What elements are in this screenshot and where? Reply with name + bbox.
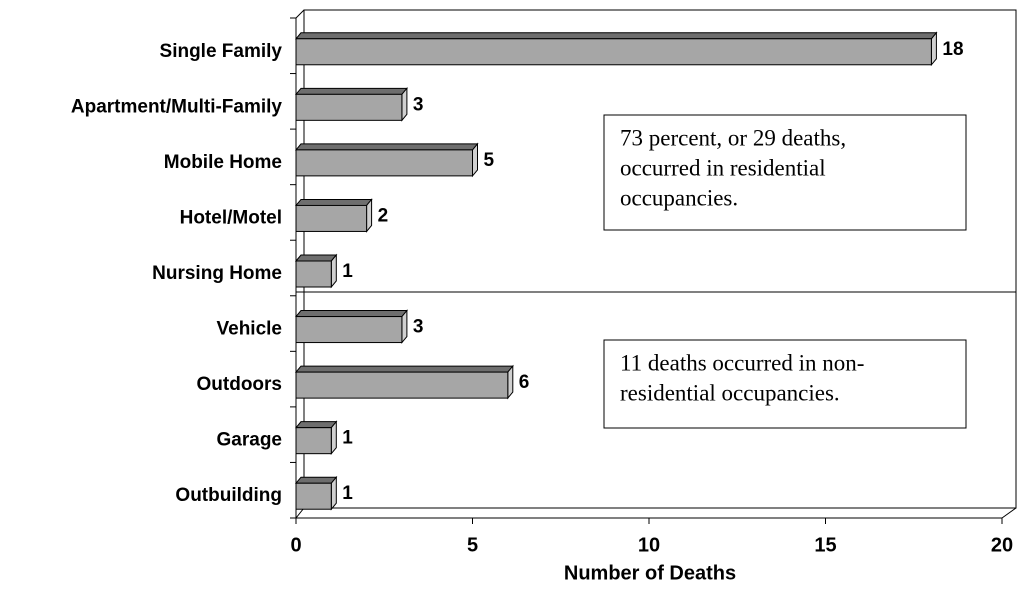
bar [294,475,338,511]
y-tick-label: Mobile Home [164,152,282,173]
bar-top [294,365,514,373]
bar-top [294,254,338,262]
bar-top [294,87,408,95]
bar-top [294,32,938,40]
y-tick-label: Nursing Home [152,263,282,284]
bar-face [295,427,332,455]
data-label: 18 [942,39,963,60]
annotation-box [603,339,967,429]
bar [294,253,338,289]
annotation-text: 73 percent, or 29 deaths, [620,125,846,150]
x-tick-label: 20 [991,534,1013,556]
bar-side [930,31,937,67]
annotation-box [603,114,967,231]
bar-side [366,198,373,233]
bar [294,309,408,344]
y-tick-label: Outdoors [197,374,283,395]
y-tick-label: Outbuilding [175,485,282,506]
annotation-text: occupancies. [620,185,738,210]
x-tick-label: 5 [467,534,478,556]
data-label: 5 [484,150,495,171]
x-tick-label: 15 [814,534,836,556]
annotation-text: 11 deaths occurred in non- [620,350,864,375]
back-wall [303,9,1017,509]
bar-face [295,371,509,399]
bar-face [295,204,368,232]
bar-side [330,475,337,511]
bar-face [295,316,403,344]
y-tick-label: Garage [217,430,282,451]
y-tick-label: Hotel/Motel [180,207,282,228]
data-label: 3 [413,94,424,115]
bar-top [294,310,408,318]
bar-side [472,142,478,178]
bar-top [294,421,338,429]
bar-side [330,253,337,289]
bar-side [401,309,408,344]
bar-top [294,143,479,151]
bar-top [294,476,338,484]
bar-face [295,149,473,177]
data-label: 1 [342,483,353,504]
bar-top [294,198,373,206]
y-tick-label: Apartment/Multi-Family [71,96,283,117]
x-tick-label: 0 [290,534,301,556]
bar [294,364,514,400]
bar-side [330,420,337,456]
x-tick-label: 10 [638,534,660,556]
annotation-text: residential occupancies. [620,380,840,405]
bar-face [295,260,332,288]
data-label: 1 [342,428,353,449]
data-label: 2 [378,205,389,226]
bar [294,86,408,122]
bar [294,142,479,178]
data-label: 1 [342,261,353,282]
plot-frame [295,9,1017,519]
bar [294,31,938,67]
bar-side [507,364,514,400]
bar-side [401,86,408,122]
y-tick-label: Single Family [160,41,283,62]
bar-face [295,93,403,121]
bar [294,198,373,233]
data-label: 3 [413,317,424,338]
bar-face [295,482,332,510]
data-label: 6 [519,372,530,393]
x-axis-title: Number of Deaths [564,562,736,584]
bar-face [295,38,932,66]
frame-edge [295,9,305,19]
y-tick-label: Vehicle [217,319,283,340]
annotation-text: occurred in residential [620,155,826,180]
bar [294,420,338,456]
frame-edge [1001,507,1017,519]
